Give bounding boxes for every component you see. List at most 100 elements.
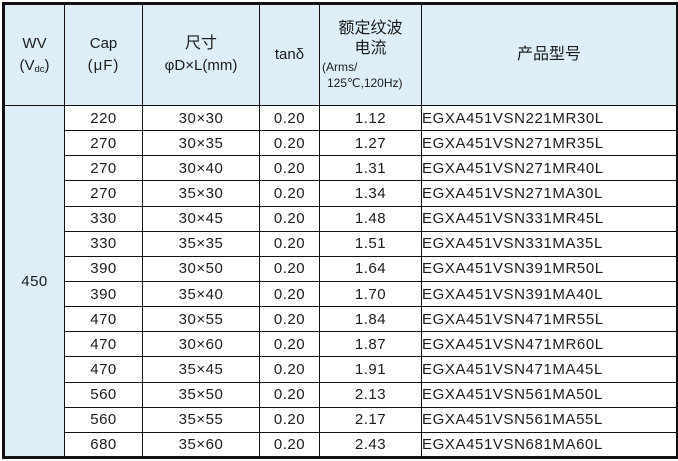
table-row: 470 30×60 0.20 1.87 EGXA451VSN471MR60L bbox=[4, 331, 678, 358]
part-cell: EGXA451VSN561MA55L bbox=[421, 406, 678, 433]
header-wv-line2: (Vdc) bbox=[19, 56, 50, 75]
header-tand: tanδ bbox=[259, 3, 320, 106]
cap-cell: 270 bbox=[64, 155, 143, 182]
table-row: 270 30×35 0.20 1.27 EGXA451VSN271MR35L bbox=[4, 130, 678, 157]
part-cell: EGXA451VSN271MA30L bbox=[421, 180, 678, 207]
size-cell: 35×35 bbox=[142, 230, 260, 257]
ripple-cell: 1.84 bbox=[319, 306, 422, 333]
size-cell: 30×60 bbox=[142, 331, 260, 358]
part-cell: EGXA451VSN391MA40L bbox=[421, 280, 678, 308]
table-row: 390 35×40 0.20 1.70 EGXA451VSN391MA40L bbox=[4, 280, 678, 308]
size-cell: 35×40 bbox=[142, 280, 260, 308]
ripple-cell: 2.13 bbox=[319, 381, 422, 408]
ripple-cell: 1.70 bbox=[319, 280, 422, 308]
size-cell: 35×60 bbox=[142, 431, 260, 459]
table-row: 450 220 30×30 0.20 1.12 EGXA451VSN221MR30L bbox=[3, 104, 678, 458]
table-row: 270 30×40 0.20 1.31 EGXA451VSN271MR40L bbox=[4, 155, 678, 182]
ripple-cell: 1.91 bbox=[319, 356, 422, 383]
table-row: 680 35×60 0.20 2.43 EGXA451VSN681MA60L bbox=[4, 431, 678, 459]
table-body: 450 220 30×30 0.20 1.12 EGXA451VSN221MR30L 270… bbox=[3, 104, 678, 459]
header-cap-line1: Cap bbox=[89, 35, 118, 53]
ripple-cell: 1.51 bbox=[319, 230, 422, 257]
ripple-cell: 1.34 bbox=[319, 180, 422, 207]
cap-cell: 680 bbox=[64, 431, 143, 459]
ripple-cell: 2.43 bbox=[319, 431, 422, 459]
table-row: 560 35×50 0.20 2.13 EGXA451VSN561MA50L bbox=[4, 381, 678, 408]
size-cell: 30×30 bbox=[142, 104, 260, 132]
size-cell: 30×45 bbox=[142, 205, 260, 232]
table-row: 470 35×45 0.20 1.91 EGXA451VSN471MA45L bbox=[4, 356, 678, 383]
header-tand-label: tanδ bbox=[274, 46, 305, 64]
tand-cell: 0.20 bbox=[259, 431, 320, 459]
tand-cell: 0.20 bbox=[259, 230, 320, 257]
cap-cell: 270 bbox=[64, 130, 143, 157]
cap-cell: 220 bbox=[64, 104, 143, 132]
size-cell: 35×50 bbox=[142, 381, 260, 408]
tand-cell: 0.20 bbox=[259, 331, 320, 358]
tand-cell: 0.20 bbox=[259, 406, 320, 433]
ripple-cell: 2.17 bbox=[319, 406, 422, 433]
size-cell: 35×30 bbox=[142, 180, 260, 207]
cap-cell: 470 bbox=[64, 331, 143, 358]
header-row: WV (Vdc) Cap (μF) 尺寸 φD×L(mm) tanδ 额定纹波 … bbox=[3, 3, 678, 106]
tand-cell: 0.20 bbox=[259, 356, 320, 383]
cap-cell: 470 bbox=[64, 356, 143, 383]
header-part: 产品型号 bbox=[421, 3, 678, 106]
ripple-cell: 1.31 bbox=[319, 155, 422, 182]
part-cell: EGXA451VSN471MR55L bbox=[421, 306, 678, 333]
cap-cell: 390 bbox=[64, 255, 143, 282]
header-wv: WV (Vdc) bbox=[3, 3, 65, 106]
header-size: 尺寸 φD×L(mm) bbox=[142, 3, 260, 106]
cap-cell: 390 bbox=[64, 280, 143, 308]
ripple-cell: 1.27 bbox=[319, 130, 422, 157]
part-cell: EGXA451VSN681MA60L bbox=[421, 431, 678, 459]
tand-cell: 0.20 bbox=[259, 381, 320, 408]
tand-cell: 0.20 bbox=[259, 255, 320, 282]
tand-cell: 0.20 bbox=[259, 155, 320, 182]
part-cell: EGXA451VSN271MR35L bbox=[421, 130, 678, 157]
size-cell: 30×40 bbox=[142, 155, 260, 182]
part-cell: EGXA451VSN561MA50L bbox=[421, 381, 678, 408]
cap-cell: 330 bbox=[64, 205, 143, 232]
tand-cell: 0.20 bbox=[259, 180, 320, 207]
cap-cell: 270 bbox=[64, 180, 143, 207]
table-row: 560 35×55 0.20 2.17 EGXA451VSN561MA55L bbox=[4, 406, 678, 433]
ripple-cell: 1.48 bbox=[319, 205, 422, 232]
cap-cell: 330 bbox=[64, 230, 143, 257]
tand-cell: 0.20 bbox=[259, 205, 320, 232]
part-cell: EGXA451VSN221MR30L bbox=[421, 104, 678, 132]
table-row: 470 30×55 0.20 1.84 EGXA451VSN471MR55L bbox=[4, 306, 678, 333]
header-ripple-line1: 额定纹波 bbox=[338, 19, 403, 37]
cap-cell: 470 bbox=[64, 306, 143, 333]
table-row: 390 30×50 0.20 1.64 EGXA451VSN391MR50L bbox=[4, 255, 678, 282]
tand-cell: 0.20 bbox=[259, 306, 320, 333]
wv-value-cell: 450 bbox=[3, 105, 65, 458]
header-wv-line1: WV bbox=[22, 35, 47, 53]
part-cell: EGXA451VSN331MR45L bbox=[421, 205, 678, 232]
header-ripple-line2: 电流 bbox=[354, 40, 387, 58]
size-cell: 30×55 bbox=[142, 306, 260, 333]
part-cell: EGXA451VSN391MR50L bbox=[421, 255, 678, 282]
part-cell: EGXA451VSN471MA45L bbox=[421, 356, 678, 383]
header-ripple-line3: (Arms/ bbox=[322, 60, 358, 75]
ripple-cell: 1.64 bbox=[319, 255, 422, 282]
table-row: 330 35×35 0.20 1.51 EGXA451VSN331MA35L bbox=[4, 230, 678, 257]
tand-cell: 0.20 bbox=[259, 104, 320, 132]
ripple-cell: 1.12 bbox=[319, 104, 422, 132]
part-cell: EGXA451VSN271MR40L bbox=[421, 155, 678, 182]
ripple-cell: 1.87 bbox=[319, 331, 422, 358]
table-row: 330 30×45 0.20 1.48 EGXA451VSN331MR45L bbox=[4, 205, 678, 232]
header-cap-line2: (μF) bbox=[87, 57, 120, 74]
size-cell: 30×35 bbox=[142, 130, 260, 157]
cap-cell: 560 bbox=[64, 381, 143, 408]
tand-cell: 0.20 bbox=[259, 280, 320, 308]
size-cell: 35×45 bbox=[142, 356, 260, 383]
size-cell: 30×50 bbox=[142, 255, 260, 282]
table-row: 270 35×30 0.20 1.34 EGXA451VSN271MA30L bbox=[4, 180, 678, 207]
header-ripple: 额定纹波 电流 (Arms/ 125℃,120Hz) bbox=[319, 3, 422, 106]
part-cell: EGXA451VSN331MA35L bbox=[421, 230, 678, 257]
header-cap: Cap (μF) bbox=[64, 3, 143, 106]
header-ripple-line4: 125℃,120Hz) bbox=[327, 75, 403, 90]
